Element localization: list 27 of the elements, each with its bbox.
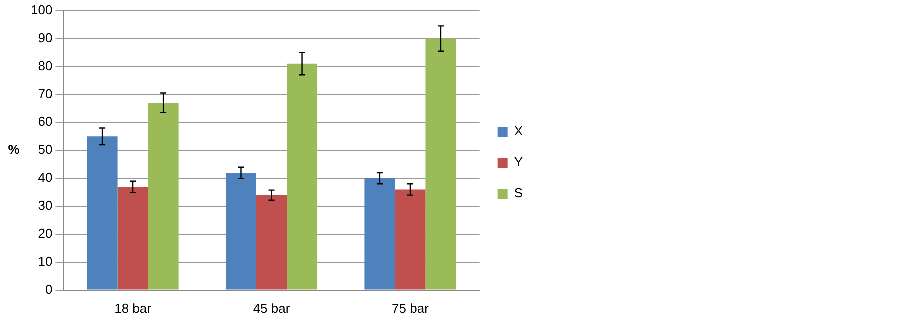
- y-tick-label: 60: [38, 114, 53, 130]
- y-tick-label: 30: [38, 198, 53, 214]
- y-tick-label: 50: [38, 142, 53, 158]
- y-tick-label: 100: [30, 2, 53, 18]
- y-tick-label: 70: [38, 86, 53, 102]
- bar: [148, 103, 179, 290]
- y-tick-label: 90: [38, 30, 53, 46]
- y-axis-title: %: [8, 142, 20, 158]
- y-tick-label: 10: [38, 254, 53, 270]
- bar: [426, 38, 456, 290]
- x-tick-label: 18 bar: [114, 300, 152, 316]
- bar: [87, 136, 118, 290]
- bar: [256, 195, 288, 290]
- y-tick-label: 40: [38, 170, 53, 186]
- y-tick-label: 0: [45, 282, 53, 297]
- bar: [226, 172, 256, 290]
- legend-label: S: [514, 186, 524, 201]
- bar: [287, 64, 318, 290]
- legend-label: Y: [514, 154, 524, 170]
- legend-label: X: [514, 124, 524, 139]
- y-tick-label: 20: [38, 226, 53, 242]
- y-tick-label: 80: [38, 58, 53, 74]
- x-tick-label: 45 bar: [253, 300, 291, 316]
- bar: [118, 186, 148, 290]
- x-tick-label: 75 bar: [392, 300, 430, 316]
- bar: [395, 190, 426, 290]
- bar: [364, 178, 396, 290]
